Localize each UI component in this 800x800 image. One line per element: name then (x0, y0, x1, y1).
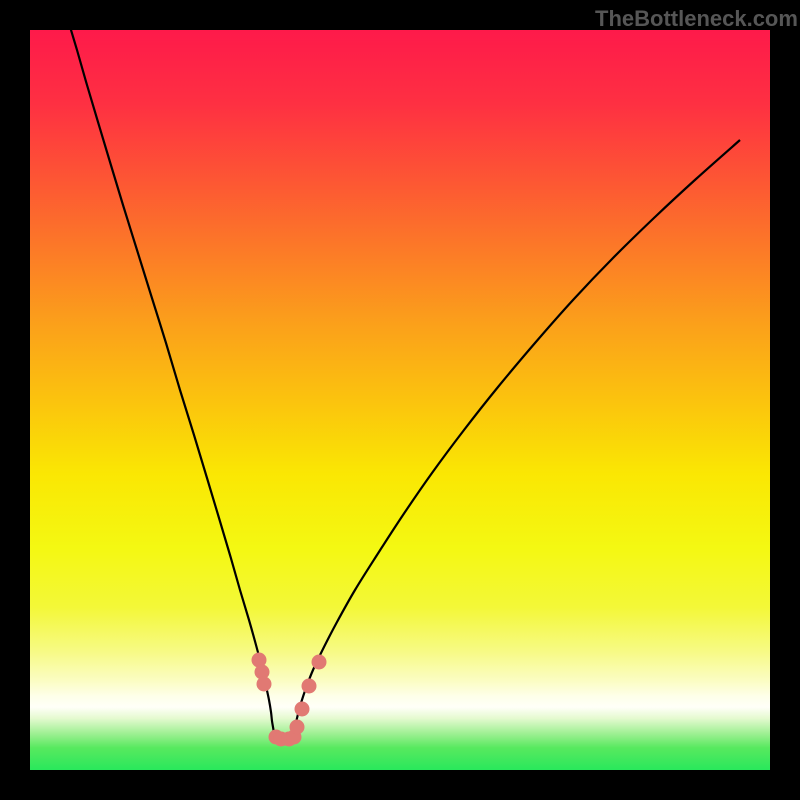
chart-container: TheBottleneck.com (0, 0, 800, 800)
data-dot (290, 720, 305, 735)
plot-area (30, 30, 770, 770)
data-dot (312, 655, 327, 670)
watermark-text: TheBottleneck.com (595, 6, 798, 32)
gradient-background (30, 30, 770, 770)
data-dot (295, 702, 310, 717)
data-dot (302, 679, 317, 694)
data-dot (257, 677, 272, 692)
plot-svg (30, 30, 770, 770)
